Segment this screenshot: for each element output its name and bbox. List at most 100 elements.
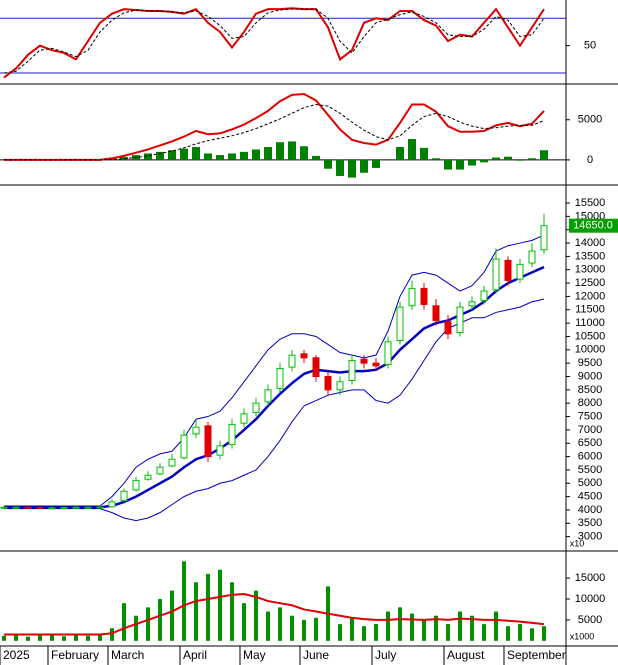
volume-bar: [74, 634, 78, 641]
line-series: [4, 592, 545, 636]
volume-bar: [518, 624, 522, 641]
histogram-bar: [276, 142, 284, 160]
histogram-bar: [492, 157, 500, 160]
candle-body: [540, 225, 548, 251]
x-tick-label: February: [51, 648, 99, 662]
volume-bar: [386, 611, 390, 641]
last-price-label: 14650.0: [573, 220, 613, 232]
candle-body: [216, 445, 224, 456]
candle-body: [204, 425, 212, 458]
y-tick-label: 11500: [575, 304, 605, 316]
volume-bar: [182, 561, 186, 641]
histogram-bar: [168, 150, 176, 160]
y-tick-label: 15000: [575, 572, 606, 584]
histogram-bar: [252, 149, 260, 160]
line-series: [4, 298, 545, 522]
volume-bar: [134, 615, 138, 641]
line-series: [4, 103, 545, 161]
candle-body: [228, 424, 236, 446]
candle-body: [288, 354, 296, 368]
histogram-bar: [312, 155, 320, 160]
volume-bar: [458, 611, 462, 641]
y-tick-label: 6000: [578, 450, 602, 462]
y-tick-label: 7500: [578, 410, 602, 422]
y-tick-label: 3000: [578, 531, 602, 543]
volume-bar: [374, 624, 378, 641]
volume-bar: [290, 615, 294, 641]
y-tick-label: 8000: [578, 397, 602, 409]
candle-body: [408, 287, 416, 307]
volume-bar: [110, 628, 114, 641]
volume-bar: [86, 635, 90, 641]
x-tick-label: July: [375, 648, 396, 662]
volume-bar: [14, 634, 18, 641]
y-tick-label: 15500: [575, 197, 606, 209]
candle-body: [72, 506, 80, 509]
volume-bar: [194, 582, 198, 641]
volume-bar: [98, 634, 102, 641]
candle-body: [192, 426, 200, 435]
histogram-bar: [348, 159, 356, 178]
volume-bar: [398, 607, 402, 641]
scale-note: x1000: [570, 631, 595, 641]
volume-bar: [122, 603, 126, 641]
candle-body: [468, 301, 476, 307]
histogram-bar: [408, 139, 416, 160]
candle-body: [12, 506, 20, 509]
y-tick-label: 13000: [575, 264, 606, 276]
y-tick-label: 10500: [575, 330, 606, 342]
y-tick-label: 5500: [578, 464, 602, 476]
y-tick-label: 9500: [578, 357, 602, 369]
candle-body: [516, 263, 524, 280]
y-tick-label: 11000: [575, 317, 605, 329]
histogram-bar: [156, 151, 164, 160]
volume-bar: [206, 573, 210, 641]
histogram-bar: [516, 159, 524, 161]
histogram-bar: [180, 148, 188, 160]
volume-bar: [38, 635, 42, 641]
volume-bar: [62, 636, 66, 641]
candle-body: [528, 250, 536, 264]
candle-body: [384, 341, 392, 365]
candle-body: [240, 413, 248, 424]
y-tick-label: 3500: [578, 517, 602, 529]
y-tick-label: 5000: [578, 614, 602, 626]
histogram-bar: [228, 153, 236, 160]
volume-bar: [266, 611, 270, 641]
histogram-bar: [216, 155, 224, 160]
volume-bar: [26, 636, 30, 641]
volume-bar: [314, 617, 318, 641]
candle-body: [120, 490, 128, 502]
candle-body: [168, 458, 176, 467]
histogram-bar: [300, 146, 308, 160]
candle-body: [312, 357, 320, 378]
candle-body: [96, 506, 104, 509]
histogram-bar: [504, 156, 512, 160]
histogram-bar: [264, 147, 272, 160]
x-tick-label: September: [507, 648, 566, 662]
volume-bar: [350, 617, 354, 641]
volume-bar: [434, 615, 438, 641]
volume-bar: [230, 582, 234, 641]
y-tick-label: 14000: [575, 237, 606, 249]
histogram-bar: [432, 158, 440, 160]
volume-bar: [410, 613, 414, 641]
histogram-bar: [420, 147, 428, 160]
y-tick-label: 4000: [578, 504, 602, 516]
volume-bar: [50, 634, 54, 641]
volume-bar: [2, 635, 6, 641]
candle-body: [156, 466, 164, 475]
y-tick-label: 50: [584, 40, 596, 52]
candle-body: [372, 362, 380, 367]
candle-body: [276, 368, 284, 390]
histogram-bar: [444, 159, 452, 170]
volume-bar: [482, 624, 486, 641]
candle-body: [492, 258, 500, 291]
histogram-bar: [480, 159, 488, 163]
histogram-bar: [540, 150, 548, 160]
volume-bar: [170, 590, 174, 641]
volume-bar: [362, 626, 366, 641]
y-tick-label: 10000: [575, 344, 606, 356]
x-tick-label: June: [303, 648, 329, 662]
histogram-bar: [240, 151, 248, 160]
